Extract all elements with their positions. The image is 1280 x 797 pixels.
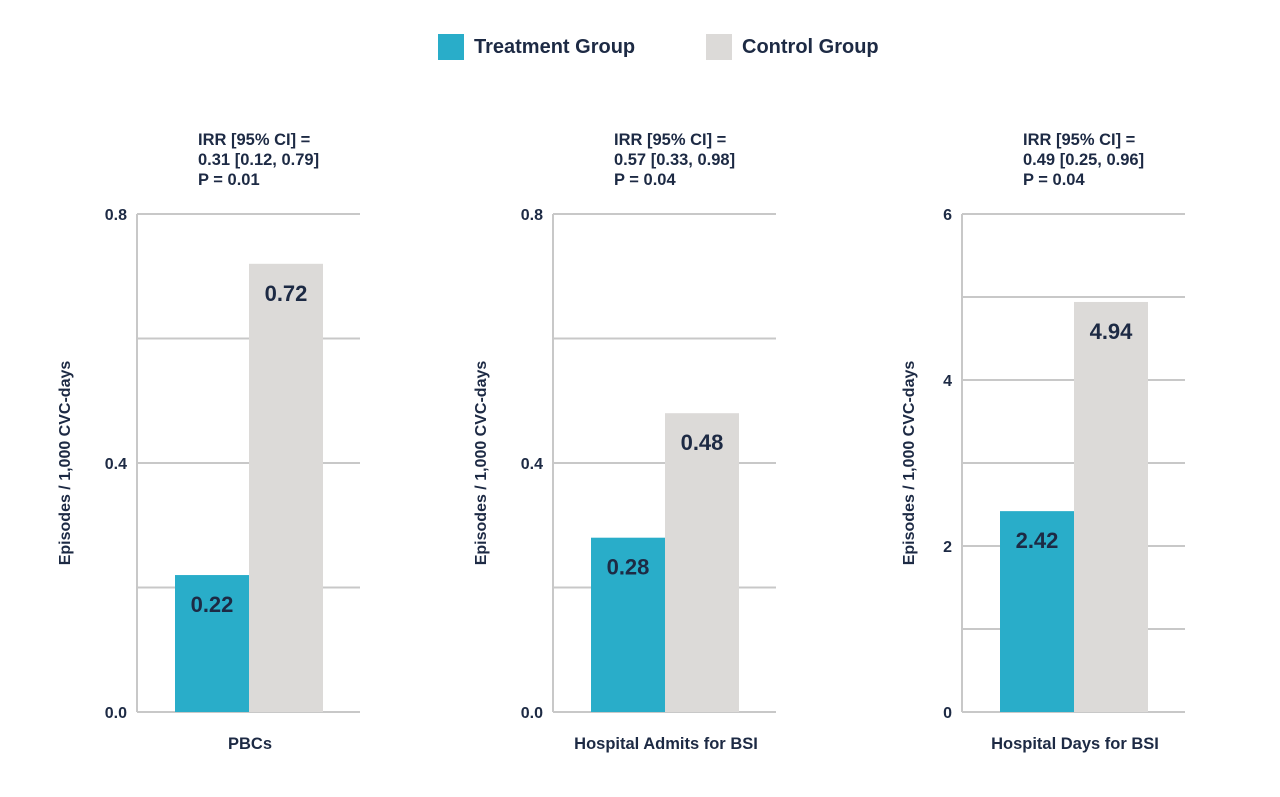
legend-item-control[interactable]: Control Group xyxy=(706,30,879,64)
chart-2-bar-control xyxy=(665,413,739,712)
chart-3-bar-treatment xyxy=(1000,511,1074,712)
chart-3-tick-label: 2 xyxy=(943,539,952,556)
chart-1-annotation-line: 0.31 [0.12, 0.79] xyxy=(198,151,319,169)
chart-3-annotation-line: P = 0.04 xyxy=(1023,171,1085,189)
chart-2-bar-treatment xyxy=(591,537,665,712)
chart-1-bar-control xyxy=(249,263,323,712)
chart-1-annotation-line: IRR [95% CI] = xyxy=(198,131,310,149)
legend-swatch-treatment xyxy=(438,34,464,60)
chart-3-annotation-line: 0.49 [0.25, 0.96] xyxy=(1023,151,1144,169)
chart-2-y-axis-label: Episodes / 1,000 CVC-days xyxy=(473,361,490,566)
chart-2-tick-label: 0.0 xyxy=(521,705,543,722)
chart-3-bar-control xyxy=(1074,301,1148,712)
legend-item-treatment[interactable]: Treatment Group xyxy=(438,30,635,64)
chart-3-annotation-line: IRR [95% CI] = xyxy=(1023,131,1135,149)
chart-1-value-label-control: 0.72 xyxy=(265,281,308,306)
chart-1-tick-label: 0.0 xyxy=(105,705,127,722)
chart-1-bar-treatment xyxy=(175,575,249,712)
chart-1-x-axis-label: PBCs xyxy=(228,735,272,753)
chart-2-annotation-line: P = 0.04 xyxy=(614,171,676,189)
chart-2-tick-label: 0.4 xyxy=(521,456,543,473)
chart-1-value-label-treatment: 0.22 xyxy=(191,592,234,617)
chart-2-annotation-line: 0.57 [0.33, 0.98] xyxy=(614,151,735,169)
chart-2-value-label-control: 0.48 xyxy=(681,430,724,455)
chart-3-tick-label: 4 xyxy=(943,373,952,390)
chart-3-y-axis-label: Episodes / 1,000 CVC-days xyxy=(901,361,918,566)
legend: Treatment Group Control Group xyxy=(0,30,1280,64)
chart-3-tick-label: 0 xyxy=(943,705,952,722)
chart-2-annotation-line: IRR [95% CI] = xyxy=(614,131,726,149)
chart-2-x-axis-label: Hospital Admits for BSI xyxy=(574,735,758,753)
chart-1-tick-label: 0.4 xyxy=(105,456,127,473)
chart-3-value-label-treatment: 2.42 xyxy=(1016,528,1059,553)
legend-label-control: Control Group xyxy=(742,35,879,58)
chart-1-annotation-line: P = 0.01 xyxy=(198,171,260,189)
chart-1-tick-label: 0.8 xyxy=(105,207,127,224)
chart-2-value-label-treatment: 0.28 xyxy=(607,555,650,580)
chart-2-tick-label: 0.8 xyxy=(521,207,543,224)
chart-3-value-label-control: 4.94 xyxy=(1090,319,1134,344)
chart-1-y-axis-label: Episodes / 1,000 CVC-days xyxy=(57,361,74,566)
legend-label-treatment: Treatment Group xyxy=(474,35,636,58)
legend-swatch-control xyxy=(706,34,732,60)
chart-3-x-axis-label: Hospital Days for BSI xyxy=(991,735,1159,753)
chart-3-tick-label: 6 xyxy=(943,207,952,224)
